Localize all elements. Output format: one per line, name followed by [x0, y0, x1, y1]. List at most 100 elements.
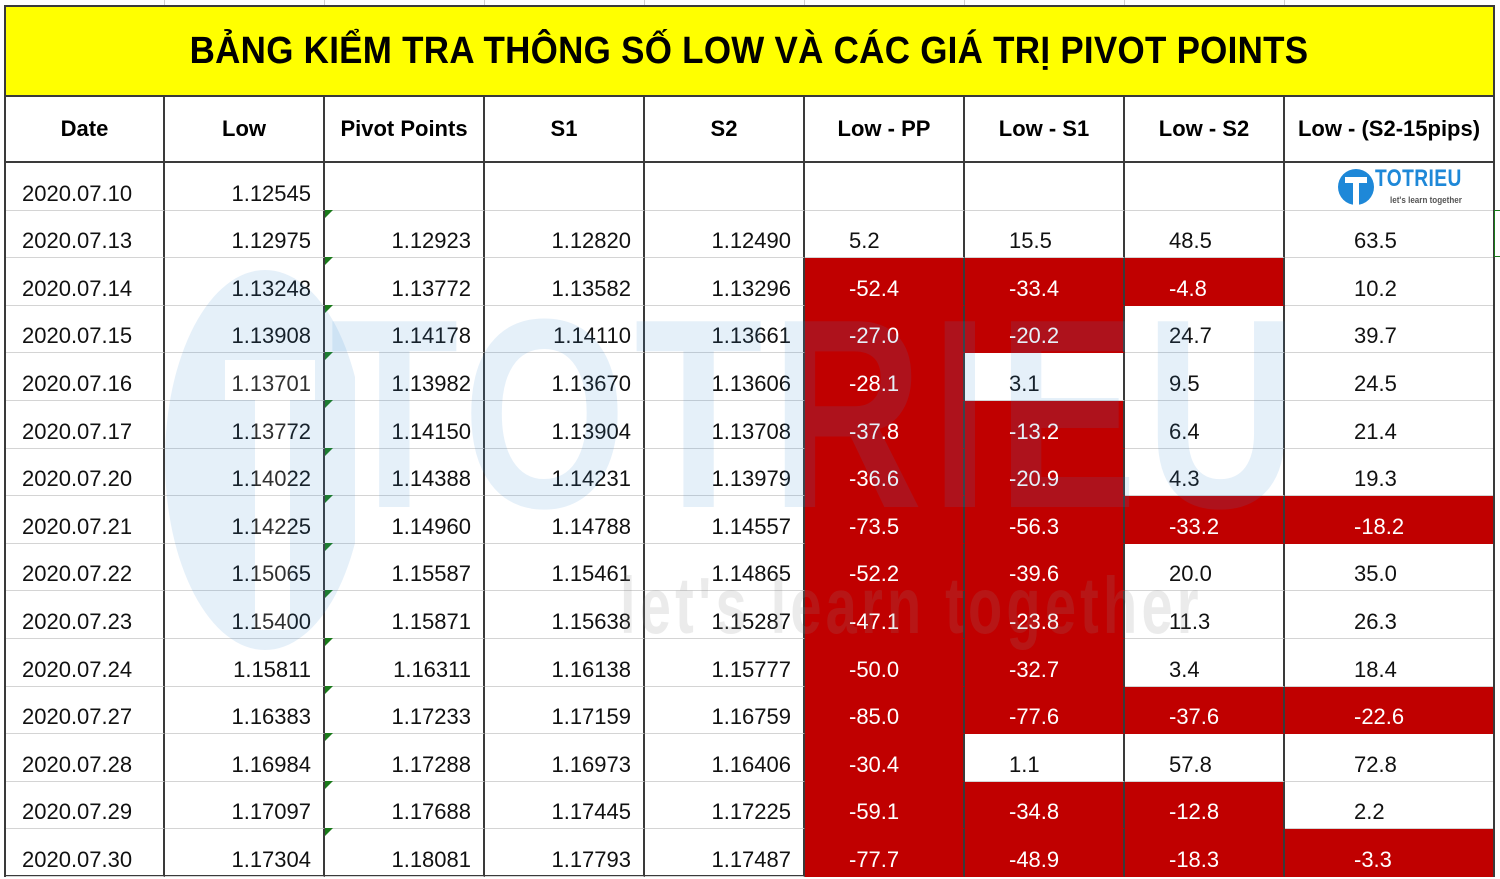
comment-indicator-icon[interactable]	[325, 257, 333, 266]
cell-low-minus-s1[interactable]	[965, 163, 1125, 211]
cell-low[interactable]: 1.14022	[165, 448, 325, 497]
cell-s1[interactable]: 1.14110	[485, 305, 645, 354]
cell-low-minus-pp[interactable]: -30.4	[805, 734, 965, 782]
cell-s2[interactable]: 1.13296	[645, 258, 805, 306]
cell-s2[interactable]: 1.15287	[645, 591, 805, 639]
cell-low-minus-s2-15pips[interactable]: 21.4	[1285, 401, 1493, 449]
cell-low-minus-s2-15pips[interactable]: 18.4	[1285, 639, 1493, 687]
cell-pivot-points[interactable]	[325, 163, 485, 211]
cell-low-minus-s2-15pips[interactable]: 10.2	[1285, 258, 1493, 306]
cell-low-minus-s2[interactable]: 11.3	[1125, 591, 1285, 639]
cell-pivot-points[interactable]: 1.14150	[325, 399, 485, 449]
cell-low-minus-s1[interactable]: -23.8	[965, 591, 1125, 639]
cell-low[interactable]: 1.13248	[165, 258, 325, 306]
cell-date[interactable]: 2020.07.16	[6, 353, 165, 401]
cell-low[interactable]: 1.16984	[165, 734, 325, 782]
comment-indicator-icon[interactable]	[325, 780, 333, 789]
cell-s1[interactable]: 1.14788	[485, 496, 645, 544]
cell-pivot-points[interactable]: 1.15587	[325, 542, 485, 592]
cell-date[interactable]: 2020.07.24	[6, 638, 165, 687]
cell-low-minus-pp[interactable]: -52.4	[805, 258, 965, 306]
cell-date[interactable]: 2020.07.14	[6, 258, 165, 306]
cell-low-minus-s2-15pips[interactable]: 63.5	[1285, 211, 1493, 259]
cell-pivot-points[interactable]: 1.13772	[325, 257, 485, 306]
cell-date[interactable]: 2020.07.10	[6, 163, 165, 211]
cell-low-minus-s2[interactable]: 48.5	[1125, 210, 1285, 259]
cell-low-minus-pp[interactable]: -27.0	[805, 305, 965, 354]
cell-low-minus-s1[interactable]: -33.4	[965, 258, 1125, 306]
cell-low[interactable]: 1.12975	[165, 210, 325, 259]
cell-low-minus-pp[interactable]: -36.6	[805, 448, 965, 497]
comment-indicator-icon[interactable]	[325, 542, 333, 551]
cell-date[interactable]: 2020.07.22	[6, 543, 165, 592]
cell-s2[interactable]: 1.16406	[645, 734, 805, 782]
cell-s1[interactable]: 1.16138	[485, 638, 645, 687]
cell-date[interactable]: 2020.07.29	[6, 781, 165, 830]
cell-low[interactable]: 1.15811	[165, 638, 325, 687]
cell-low-minus-pp[interactable]: -59.1	[805, 781, 965, 830]
cell-date[interactable]: 2020.07.28	[6, 734, 165, 782]
comment-indicator-icon[interactable]	[325, 209, 333, 218]
comment-indicator-icon[interactable]	[325, 352, 333, 361]
cell-s2[interactable]	[645, 163, 805, 211]
cell-date[interactable]: 2020.07.15	[6, 305, 165, 354]
cell-s1[interactable]: 1.17793	[485, 829, 645, 877]
cell-low-minus-s1[interactable]: -13.2	[965, 400, 1125, 449]
cell-s2[interactable]: 1.13661	[645, 305, 805, 354]
cell-pivot-points[interactable]: 1.17233	[325, 685, 485, 735]
cell-low-minus-pp[interactable]: -85.0	[805, 686, 965, 735]
header-low[interactable]: Low	[165, 97, 325, 161]
cell-low-minus-s2-15pips[interactable]: 72.8	[1285, 734, 1493, 782]
cell-date[interactable]: 2020.07.27	[6, 686, 165, 735]
cell-date[interactable]: 2020.07.23	[6, 591, 165, 639]
cell-low-minus-s2-15pips[interactable]: 2.2	[1285, 782, 1493, 830]
cell-pivot-points[interactable]: 1.12923	[325, 209, 485, 259]
header-date[interactable]: Date	[6, 97, 165, 161]
cell-s2[interactable]: 1.16759	[645, 686, 805, 735]
cell-low-minus-s2-15pips[interactable]: 24.5	[1285, 353, 1493, 401]
cell-low-minus-pp[interactable]: -73.5	[805, 496, 965, 544]
cell-s1[interactable]: 1.13670	[485, 353, 645, 401]
cell-s2[interactable]: 1.13606	[645, 353, 805, 401]
cell-low[interactable]: 1.15400	[165, 591, 325, 639]
cell-s2[interactable]: 1.14557	[645, 496, 805, 544]
cell-low-minus-s2[interactable]: -4.8	[1125, 258, 1285, 306]
cell-low-minus-s2[interactable]: 6.4	[1125, 400, 1285, 449]
cell-low-minus-pp[interactable]: -28.1	[805, 353, 965, 401]
cell-low-minus-s2[interactable]: 57.8	[1125, 734, 1285, 782]
cell-s1[interactable]	[485, 163, 645, 211]
cell-pivot-points[interactable]: 1.13982	[325, 352, 485, 401]
cell-s1[interactable]: 1.17159	[485, 686, 645, 735]
cell-low-minus-s1[interactable]: -48.9	[965, 829, 1125, 877]
comment-indicator-icon[interactable]	[325, 685, 333, 694]
cell-low-minus-s2[interactable]: 4.3	[1125, 448, 1285, 497]
cell-s2[interactable]: 1.17487	[645, 829, 805, 877]
cell-low-minus-pp[interactable]: -47.1	[805, 591, 965, 639]
cell-s1[interactable]: 1.13904	[485, 400, 645, 449]
cell-date[interactable]: 2020.07.30	[6, 829, 165, 877]
cell-s1[interactable]: 1.16973	[485, 734, 645, 782]
cell-low[interactable]: 1.17097	[165, 781, 325, 830]
cell-low-minus-s2[interactable]: 24.7	[1125, 305, 1285, 354]
header-pivot-points[interactable]: Pivot Points	[325, 97, 485, 161]
cell-s1[interactable]: 1.15638	[485, 591, 645, 639]
cell-pivot-points[interactable]: 1.16311	[325, 637, 485, 687]
header-low-minus-pp[interactable]: Low - PP	[805, 97, 965, 161]
cell-s1[interactable]: 1.15461	[485, 543, 645, 592]
cell-low-minus-s1[interactable]: -39.6	[965, 543, 1125, 592]
cell-s2[interactable]: 1.13708	[645, 400, 805, 449]
cell-s2[interactable]: 1.14865	[645, 543, 805, 592]
cell-low-minus-s2[interactable]: 9.5	[1125, 353, 1285, 401]
cell-low[interactable]: 1.17304	[165, 829, 325, 877]
cell-low[interactable]: 1.15065	[165, 543, 325, 592]
cell-pivot-points[interactable]: 1.18081	[325, 828, 485, 877]
cell-low-minus-pp[interactable]	[805, 163, 965, 211]
comment-indicator-icon[interactable]	[325, 828, 333, 837]
cell-pivot-points[interactable]: 1.15871	[325, 590, 485, 639]
cell-pivot-points[interactable]: 1.14388	[325, 447, 485, 497]
cell-s1[interactable]: 1.17445	[485, 781, 645, 830]
cell-low-minus-s1[interactable]: 15.5	[965, 210, 1125, 259]
cell-low-minus-s2-15pips[interactable]: 26.3	[1285, 591, 1493, 639]
cell-low-minus-s2[interactable]: -33.2	[1125, 496, 1285, 544]
cell-low-minus-s1[interactable]: -20.9	[965, 448, 1125, 497]
